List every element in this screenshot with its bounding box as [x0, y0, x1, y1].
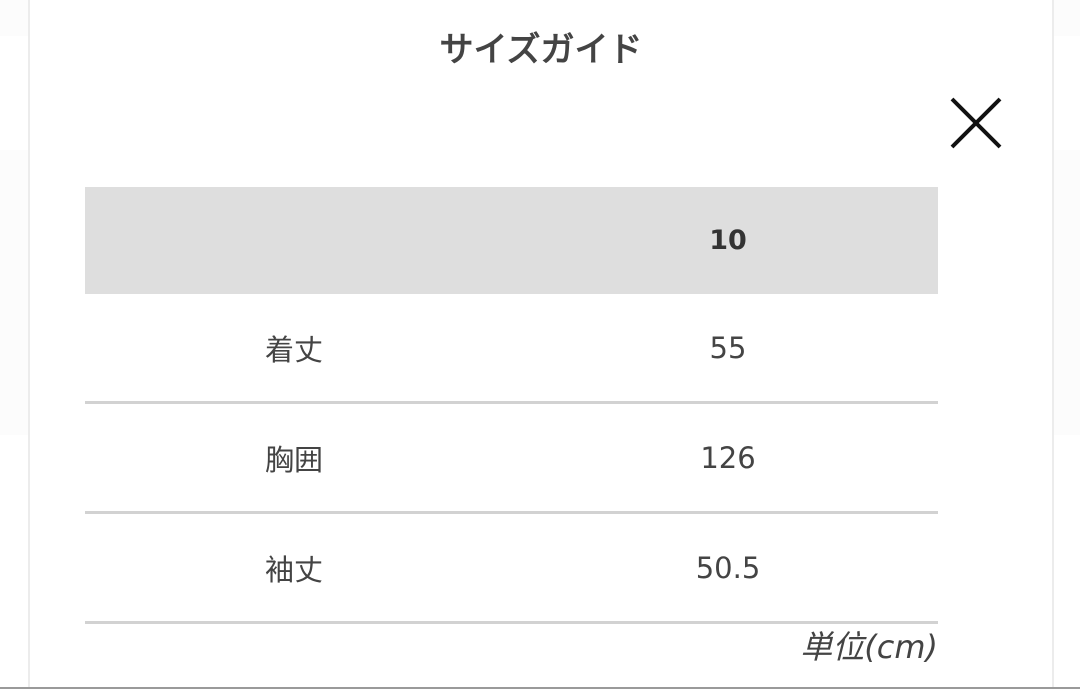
- table-row: 着丈 55: [85, 294, 938, 404]
- table-header-row: 10: [85, 187, 938, 294]
- bottom-divider: [0, 687, 1080, 689]
- close-icon[interactable]: [950, 97, 1002, 149]
- row-label: 袖丈: [85, 512, 587, 624]
- size-table: 10 着丈 55 胸囲 126 袖丈 50.5: [85, 187, 938, 624]
- row-value: 55: [587, 294, 938, 404]
- row-label: 着丈: [85, 294, 587, 404]
- row-value: 126: [587, 402, 938, 514]
- row-label: 胸囲: [85, 402, 587, 514]
- table-row: 胸囲 126: [85, 402, 938, 514]
- modal-title: サイズガイド: [439, 30, 643, 70]
- header-empty: [85, 187, 587, 294]
- table-row: 袖丈 50.5: [85, 512, 938, 624]
- unit-note: 単位(cm): [800, 628, 938, 666]
- row-value: 50.5: [587, 512, 938, 624]
- header-size: 10: [587, 187, 938, 294]
